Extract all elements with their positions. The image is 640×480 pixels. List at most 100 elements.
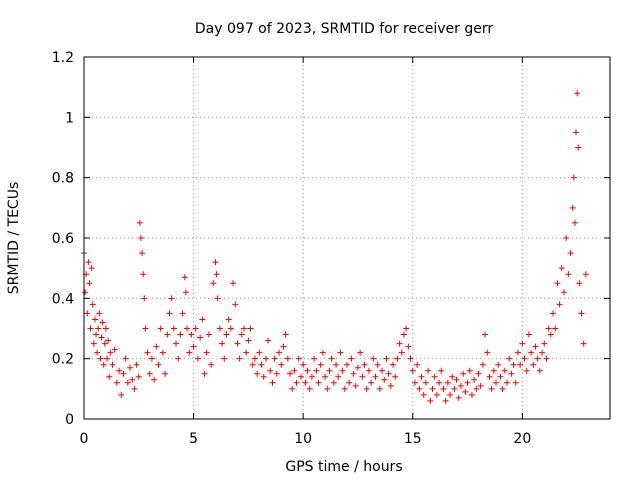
data-point <box>477 382 484 389</box>
data-point <box>100 361 107 368</box>
data-point <box>94 349 101 356</box>
data-point <box>91 316 98 323</box>
data-point <box>525 331 532 338</box>
x-axis-label: GPS time / hours <box>285 459 402 475</box>
y-tick-label: 0.4 <box>52 291 74 307</box>
data-point <box>302 379 309 386</box>
data-point <box>95 325 102 332</box>
data-point <box>155 361 162 368</box>
data-point <box>245 337 252 344</box>
data-point <box>247 325 254 332</box>
data-point <box>144 349 151 356</box>
data-point <box>289 385 296 392</box>
data-point <box>87 325 94 332</box>
data-point <box>122 355 129 362</box>
data-point <box>157 325 164 332</box>
data-point <box>101 340 108 347</box>
data-point <box>523 367 530 374</box>
data-point <box>282 331 289 338</box>
data-point <box>240 325 247 332</box>
data-point <box>563 235 570 241</box>
data-point <box>361 361 368 368</box>
data-point <box>182 289 189 296</box>
data-point <box>230 280 237 287</box>
x-tick-label: 10 <box>294 431 312 447</box>
data-point <box>547 331 554 338</box>
data-point <box>236 355 243 362</box>
data-point <box>129 376 136 383</box>
data-point <box>521 355 528 362</box>
data-point <box>339 367 346 374</box>
data-point <box>570 174 577 181</box>
data-point <box>269 379 276 386</box>
data-point <box>429 385 436 392</box>
data-point <box>98 334 105 341</box>
data-point <box>99 319 106 326</box>
data-point <box>383 355 390 362</box>
data-point <box>113 379 120 386</box>
data-point <box>278 361 285 368</box>
data-point <box>567 250 574 257</box>
data-point <box>106 373 113 380</box>
data-point <box>319 349 326 356</box>
data-point <box>295 355 302 362</box>
data-point <box>216 325 223 332</box>
data-point <box>291 367 298 374</box>
data-point <box>453 376 460 383</box>
data-point <box>168 295 175 302</box>
data-point <box>190 343 197 350</box>
data-point <box>322 373 329 380</box>
data-point <box>370 355 377 362</box>
data-point <box>173 340 180 347</box>
data-point <box>528 349 535 356</box>
data-point <box>131 385 138 392</box>
data-point <box>503 379 510 386</box>
data-point <box>495 361 502 368</box>
data-point <box>313 367 320 374</box>
data-point <box>333 361 340 368</box>
data-point <box>573 129 580 136</box>
data-point <box>201 370 208 377</box>
data-point <box>337 349 344 356</box>
data-point <box>462 388 469 395</box>
data-point <box>517 361 524 368</box>
data-point <box>177 331 184 338</box>
data-point <box>111 346 118 353</box>
data-point <box>534 355 541 362</box>
data-point <box>400 331 407 338</box>
data-point <box>433 391 440 398</box>
data-point <box>335 373 342 380</box>
data-point <box>105 337 112 344</box>
x-tick-label: 5 <box>189 431 198 447</box>
data-point <box>569 204 576 211</box>
data-point <box>541 340 548 347</box>
data-point <box>536 367 543 374</box>
data-point <box>192 325 199 332</box>
data-point <box>493 379 500 386</box>
data-point <box>407 355 414 362</box>
data-point <box>436 379 443 386</box>
data-point <box>214 295 221 302</box>
data-point <box>396 340 403 347</box>
data-point <box>170 325 177 332</box>
data-point <box>512 379 519 386</box>
data-point <box>510 361 517 368</box>
data-point <box>560 289 567 296</box>
data-point <box>116 367 123 374</box>
data-point <box>227 325 234 332</box>
data-point <box>276 349 283 356</box>
data-point <box>479 361 486 368</box>
data-point <box>109 361 116 368</box>
data-point <box>457 382 464 389</box>
data-point <box>530 361 537 368</box>
data-point <box>199 316 206 323</box>
data-point <box>260 373 267 380</box>
data-point <box>466 367 473 374</box>
data-point <box>267 367 274 374</box>
data-point <box>306 385 313 392</box>
data-point <box>90 340 97 347</box>
data-point <box>308 373 315 380</box>
data-point <box>297 373 304 380</box>
data-point <box>208 361 215 368</box>
data-point <box>137 235 144 241</box>
